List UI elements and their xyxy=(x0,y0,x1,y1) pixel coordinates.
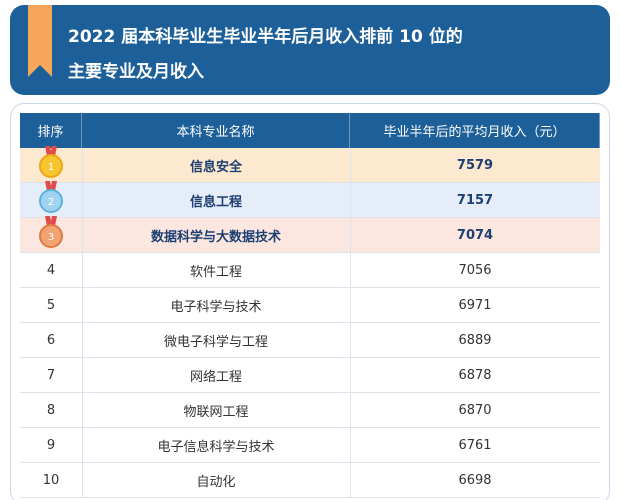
major-name: 物联网工程 xyxy=(183,404,249,420)
column-header: 毕业半年后的平均月收入（元） xyxy=(350,113,600,148)
major-name: 数据科学与大数据技术 xyxy=(150,229,281,245)
monthly-income: 7157 xyxy=(456,192,494,208)
rank-number: 4 xyxy=(46,262,56,278)
major-name: 电子信息科学与技术 xyxy=(157,439,275,455)
rank-number: 2 xyxy=(48,197,54,208)
table-row xyxy=(20,462,600,498)
monthly-income: 6971 xyxy=(458,297,492,313)
table-row xyxy=(20,217,600,253)
major-name: 信息安全 xyxy=(189,159,242,175)
monthly-income: 6889 xyxy=(458,332,492,348)
medal-icon: 1 xyxy=(39,145,63,178)
table-row xyxy=(20,322,600,358)
column-divider xyxy=(82,147,83,498)
bookmark-icon xyxy=(28,5,52,77)
table-row xyxy=(20,427,600,463)
medal-icon: 3 xyxy=(39,215,63,248)
monthly-income: 6870 xyxy=(458,402,492,418)
table-row xyxy=(20,287,600,323)
monthly-income: 6698 xyxy=(458,472,492,488)
column-divider xyxy=(350,147,351,498)
rank-number: 10 xyxy=(42,472,60,488)
title-banner xyxy=(10,5,610,95)
column-header: 排序 xyxy=(20,113,82,148)
table-row xyxy=(20,147,600,183)
monthly-income: 7074 xyxy=(456,227,494,243)
rank-number: 3 xyxy=(48,232,54,243)
major-name: 微电子科学与工程 xyxy=(163,334,268,350)
monthly-income: 6878 xyxy=(458,367,492,383)
table-frame xyxy=(10,103,610,500)
rank-number: 6 xyxy=(46,332,56,348)
major-name: 软件工程 xyxy=(189,264,242,280)
major-name: 网络工程 xyxy=(189,369,242,385)
monthly-income: 7579 xyxy=(456,157,494,173)
rank-number: 7 xyxy=(46,367,56,383)
medal-icon: 2 xyxy=(39,180,63,213)
monthly-income: 6761 xyxy=(458,437,492,453)
column-header: 本科专业名称 xyxy=(82,113,350,148)
rank-number: 9 xyxy=(46,437,56,453)
table-row xyxy=(20,252,600,288)
table-row xyxy=(20,357,600,393)
table-row xyxy=(20,182,600,218)
monthly-income: 7056 xyxy=(458,262,492,278)
title-line: 2022 届本科毕业生毕业半年后月收入排前 10 位的 xyxy=(68,27,463,47)
table-row xyxy=(20,392,600,428)
title-line: 主要专业及月收入 xyxy=(68,62,204,82)
major-name: 电子科学与技术 xyxy=(170,299,262,315)
rank-number: 5 xyxy=(46,297,56,313)
major-name: 信息工程 xyxy=(189,194,242,210)
major-name: 自动化 xyxy=(196,474,236,490)
rank-number: 8 xyxy=(46,402,56,418)
rank-number: 1 xyxy=(48,162,54,173)
